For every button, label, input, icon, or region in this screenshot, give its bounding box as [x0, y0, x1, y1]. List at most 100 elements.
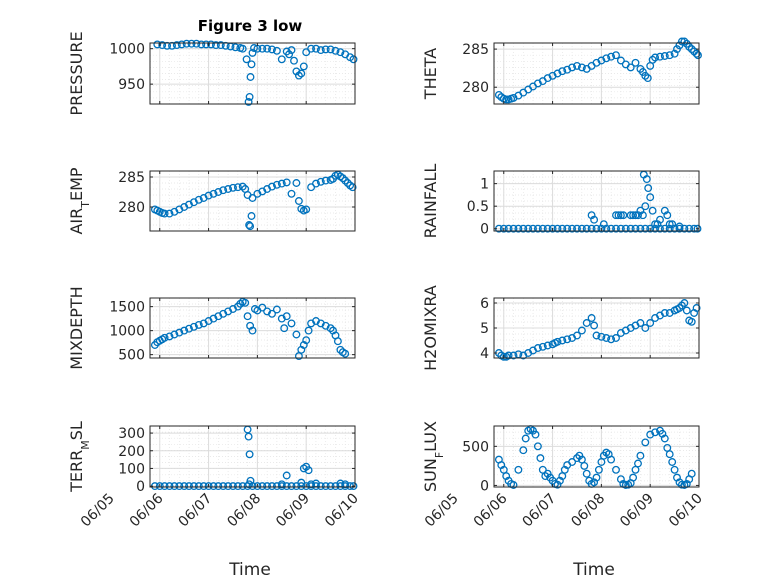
data-point [682, 306, 691, 315]
data-point [616, 211, 625, 220]
data-point [158, 41, 167, 50]
data-point [250, 44, 258, 52]
data-point [304, 466, 313, 475]
data-point [665, 220, 674, 229]
data-point [165, 482, 174, 491]
data-point [694, 51, 702, 60]
data-point [573, 454, 581, 463]
x-tick-label: 06/07 [520, 491, 560, 531]
data-point [616, 56, 625, 65]
data-point [192, 39, 201, 48]
data-point [668, 458, 677, 466]
data-point [665, 450, 674, 459]
axes-box [493, 170, 700, 232]
data-point [519, 446, 528, 455]
data-point [216, 41, 225, 50]
y-tick-label: 5 [480, 321, 489, 337]
data-point [580, 461, 589, 470]
data-point [577, 224, 586, 233]
y-tick-label: 1 [480, 177, 489, 193]
data-point [636, 451, 645, 460]
data-point [302, 205, 311, 214]
data-point [211, 41, 220, 50]
data-point [636, 319, 645, 327]
data-point [582, 469, 591, 478]
data-point [514, 224, 523, 233]
data-point [519, 224, 528, 233]
data-point [573, 224, 581, 233]
data-point [670, 465, 679, 474]
data-point [338, 174, 347, 183]
subplot-theta: 280 285 THETA [421, 37, 702, 105]
data-point [553, 337, 562, 346]
subplot-pressure: 950 1000 PRESSURE [67, 31, 358, 116]
data-point [499, 352, 508, 361]
data-point [648, 55, 657, 64]
y-tick-label: 280 [462, 80, 489, 96]
data-point [242, 55, 251, 64]
data-point [685, 224, 694, 233]
data-point [563, 335, 572, 344]
data-point [238, 44, 247, 53]
data-point [692, 304, 701, 312]
data-point [182, 39, 191, 48]
data-point [189, 482, 198, 491]
y-tick-label: 285 [118, 170, 145, 186]
data-point [248, 194, 257, 202]
data-point [236, 299, 245, 308]
y-tick-label: 300 [118, 426, 145, 442]
data-point [307, 44, 316, 53]
data-point [502, 472, 511, 481]
data-point [568, 63, 577, 72]
data-point [287, 482, 296, 491]
data-point [268, 309, 276, 318]
data-point [582, 319, 591, 327]
data-point [531, 430, 540, 439]
axes-box [149, 297, 356, 359]
data-point [272, 482, 281, 491]
data-point [648, 206, 657, 215]
data-point [643, 74, 652, 83]
data-point [638, 211, 647, 220]
y-axis-label: PRESSURE [67, 31, 86, 115]
data-point [321, 482, 330, 491]
data-point [543, 469, 552, 478]
data-point [504, 351, 513, 360]
data-point [502, 95, 511, 104]
data-point [641, 324, 650, 332]
data-point [646, 319, 655, 327]
data-point [343, 179, 352, 187]
data-point [524, 224, 533, 233]
data-point [568, 458, 577, 466]
data-point [194, 195, 203, 204]
data-point [509, 224, 518, 233]
data-point [555, 476, 564, 485]
data-point [233, 183, 242, 192]
data-point [514, 465, 523, 474]
y-axis-label: AIRTEMP [67, 167, 92, 234]
data-point [180, 326, 189, 335]
x-axis-label-right: Time [572, 560, 615, 580]
data-point [607, 52, 616, 61]
data-point [651, 428, 660, 437]
data-point [660, 224, 669, 233]
data-point [590, 215, 599, 224]
data-point [277, 480, 286, 489]
figure-title: Figure 3 low [198, 17, 303, 35]
data-point [229, 183, 237, 192]
data-point [587, 314, 596, 322]
data-point [509, 351, 518, 360]
x-tick-label: 06/06 [471, 490, 511, 530]
data-point [563, 224, 572, 233]
subplot-mixdepth: 500 1000 1500 MIXDEPTH [67, 286, 356, 370]
data-point [187, 39, 196, 48]
y-tick-label: 4 [480, 346, 489, 362]
data-point [670, 224, 679, 233]
axes-box [493, 42, 700, 105]
data-point [247, 212, 256, 220]
data-point [229, 482, 237, 491]
x-tick-label: 06/08 [224, 491, 264, 531]
